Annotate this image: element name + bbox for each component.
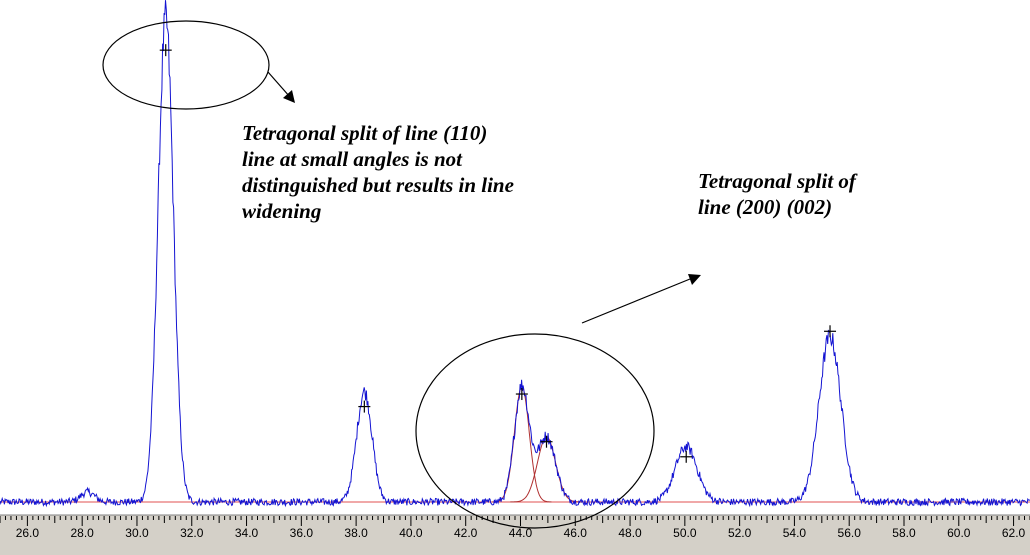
x-tick-label: 36.0 [290, 526, 314, 540]
peak-marker [358, 400, 371, 413]
x-tick-label: 48.0 [618, 526, 642, 540]
peak-marker [515, 388, 528, 401]
peak-marker [680, 450, 693, 463]
callout-arrow-110-head [283, 90, 295, 103]
peak-markers [159, 44, 837, 463]
x-axis: 26.0 28.0 30.0 32.0 34.0 36.0 38.0 40.0 42.0 44.0… [0, 514, 1030, 555]
x-tick-label: 60.0 [947, 526, 971, 540]
x-tick-label: 44.0 [509, 526, 533, 540]
x-tick-label: 34.0 [235, 526, 259, 540]
axis-band-bg [0, 515, 1030, 555]
callout-ellipse-110 [102, 20, 270, 110]
x-tick-label: 58.0 [892, 526, 916, 540]
x-tick-label: 46.0 [564, 526, 588, 540]
x-tick-label: 54.0 [783, 526, 807, 540]
callout-arrow-200-shaft [581, 278, 691, 324]
peak-marker [824, 325, 837, 338]
peak-marker [159, 44, 172, 57]
callout-arrow-200-head [688, 274, 701, 285]
callout-arrow-110-shaft [267, 71, 291, 98]
fit-components [492, 385, 583, 503]
annotation-110: Tetragonal split of line (110) line at s… [242, 121, 514, 223]
x-tick-label: 30.0 [125, 526, 149, 540]
x-tick-label: 40.0 [399, 526, 423, 540]
x-tick-label: 56.0 [838, 526, 862, 540]
x-tick-label: 62.0 [1002, 526, 1026, 540]
x-tick-label: 42.0 [454, 526, 478, 540]
diffraction-trace [0, 0, 1030, 508]
x-tick-label: 52.0 [728, 526, 752, 540]
x-tick-label: 28.0 [71, 526, 95, 540]
callout-shapes [102, 20, 701, 529]
callout-ellipse-200 [415, 333, 655, 529]
peak-marker [540, 435, 553, 448]
x-tick-label: 32.0 [180, 526, 204, 540]
annotation-200: Tetragonal split of line (200) (002) [698, 169, 856, 219]
x-tick-label: 38.0 [344, 526, 368, 540]
x-tick-label: 50.0 [673, 526, 697, 540]
x-tick-label: 26.0 [16, 526, 40, 540]
